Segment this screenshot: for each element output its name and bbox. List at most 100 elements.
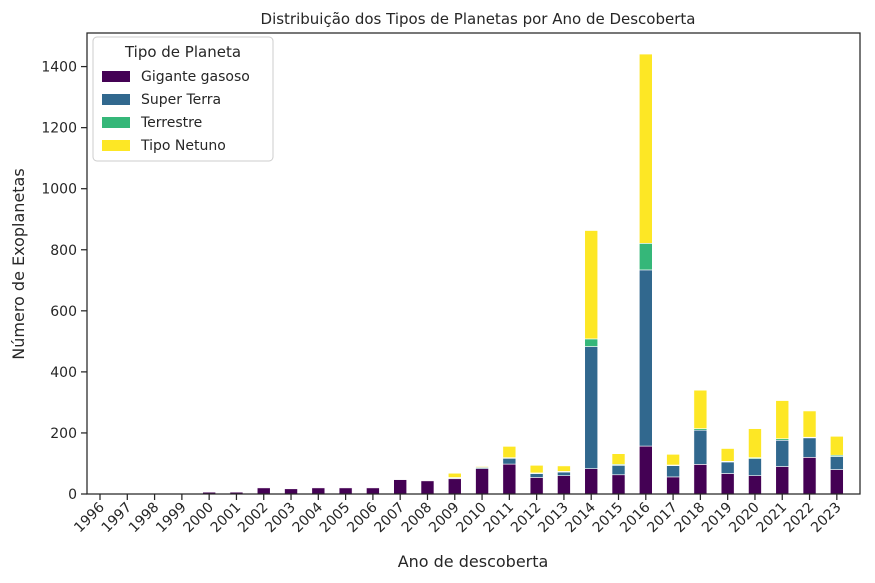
bar-super-terra-2021 <box>775 439 790 467</box>
bar-tipo-netuno-2014 <box>584 230 599 340</box>
x-tick-label-1999: 1999 <box>153 500 190 537</box>
bar-tipo-netuno-2021 <box>775 400 790 440</box>
bar-super-terra-2014 <box>584 346 599 469</box>
x-tick-label-2015: 2015 <box>590 500 627 537</box>
bar-gigante-gasoso-2016 <box>638 445 653 495</box>
x-tick-label-2018: 2018 <box>672 500 709 537</box>
bar-super-terra-2022 <box>802 437 817 458</box>
bar-gigante-gasoso-2015 <box>611 474 626 495</box>
bar-super-terra-2011 <box>502 457 517 465</box>
x-tick-label-2012: 2012 <box>508 500 545 537</box>
chart-title: Distribuição dos Tipos de Planetas por A… <box>261 10 696 28</box>
x-tick-label-2017: 2017 <box>644 500 681 537</box>
x-axis-label: Ano de descoberta <box>398 552 549 571</box>
y-axis-label: Número de Exoplanetas <box>9 168 28 359</box>
bar-super-terra-2015 <box>611 464 626 476</box>
x-tick-label-2002: 2002 <box>235 500 272 537</box>
x-tick-label-2007: 2007 <box>372 500 409 537</box>
bar-gigante-gasoso-2005 <box>338 487 353 495</box>
legend-swatch-super-terra <box>102 94 130 105</box>
bar-gigante-gasoso-2008 <box>420 480 435 495</box>
legend-label-terrestre: Terrestre <box>140 115 202 131</box>
legend-box <box>92 36 274 162</box>
x-tick-label-2023: 2023 <box>808 500 845 537</box>
bar-gigante-gasoso-2022 <box>802 457 817 495</box>
y-tick-label-400: 400 <box>50 365 77 381</box>
x-tick-label-2021: 2021 <box>754 500 791 537</box>
legend: Tipo de Planeta Gigante gasoso Super Terra… <box>92 36 274 162</box>
x-tick-label-1996: 1996 <box>71 499 108 536</box>
bar-tipo-netuno-2012 <box>529 464 544 474</box>
y-tick-label-800: 800 <box>50 243 77 259</box>
bar-gigante-gasoso-2003 <box>284 488 298 495</box>
x-tick-label-2020: 2020 <box>726 500 763 537</box>
bar-gigante-gasoso-2002 <box>256 487 271 495</box>
bar-gigante-gasoso-2007 <box>393 479 407 495</box>
legend-label-gigante-gasoso: Gigante gasoso <box>141 69 250 85</box>
bar-super-terra-2012 <box>529 473 544 478</box>
bar-super-terra-2016 <box>638 269 653 447</box>
x-tick-label-2010: 2010 <box>453 500 490 537</box>
bar-super-terra-2018 <box>693 429 708 465</box>
x-tick-label-2006: 2006 <box>344 499 381 536</box>
bar-gigante-gasoso-2013 <box>557 475 571 495</box>
bar-tipo-netuno-2015 <box>611 453 626 465</box>
bar-gigante-gasoso-2009 <box>447 478 462 495</box>
legend-swatch-gigante-gasoso <box>102 71 130 82</box>
y-tick-label-1000: 1000 <box>41 182 77 198</box>
bar-gigante-gasoso-2020 <box>748 475 762 495</box>
bar-tipo-netuno-2020 <box>748 428 762 458</box>
bar-terrestre-2014 <box>584 338 599 347</box>
x-tick-label-2011: 2011 <box>481 500 518 537</box>
x-tick-label-1997: 1997 <box>99 500 136 537</box>
bar-super-terra-2020 <box>748 458 762 476</box>
bar-gigante-gasoso-2004 <box>311 487 326 495</box>
bar-tipo-netuno-2011 <box>502 446 517 458</box>
bar-tipo-netuno-2013 <box>557 465 571 472</box>
legend-label-tipo-netuno: Tipo Netuno <box>140 138 226 154</box>
bar-super-terra-2013 <box>557 471 571 476</box>
y-tick-label-1200: 1200 <box>41 121 77 137</box>
bar-tipo-netuno-2019 <box>720 448 735 462</box>
bar-tipo-netuno-2022 <box>802 410 817 438</box>
bar-gigante-gasoso-2012 <box>529 477 544 495</box>
x-tick-label-2008: 2008 <box>399 500 436 537</box>
bar-terrestre-2016 <box>638 243 653 271</box>
bar-gigante-gasoso-2010 <box>475 468 489 495</box>
bar-gigante-gasoso-2019 <box>720 473 735 495</box>
legend-label-super-terra: Super Terra <box>141 92 221 108</box>
bar-gigante-gasoso-2018 <box>693 464 708 495</box>
x-tick-label-1998: 1998 <box>126 500 163 537</box>
y-tick-label-200: 200 <box>50 426 77 442</box>
bar-super-terra-2023 <box>830 456 844 470</box>
bar-tipo-netuno-2023 <box>830 435 844 456</box>
bar-gigante-gasoso-2011 <box>502 463 517 495</box>
bar-tipo-netuno-2009 <box>447 472 462 478</box>
x-tick-label-2004: 2004 <box>290 499 327 536</box>
x-tick-label-2003: 2003 <box>262 500 299 537</box>
legend-swatch-tipo-netuno <box>102 140 130 151</box>
x-tick-label-2019: 2019 <box>699 500 736 537</box>
bar-super-terra-2017 <box>666 465 680 478</box>
x-tick-label-2005: 2005 <box>317 500 354 537</box>
x-tick-label-2016: 2016 <box>617 499 654 536</box>
x-tick-label-2001: 2001 <box>208 500 245 537</box>
bar-tipo-netuno-2010 <box>475 466 489 468</box>
bar-tipo-netuno-2016 <box>638 53 653 244</box>
bar-tipo-netuno-2018 <box>693 389 708 429</box>
plot-frame <box>86 32 861 495</box>
x-tick-label-2022: 2022 <box>781 500 818 537</box>
bar-gigante-gasoso-2023 <box>830 469 844 495</box>
bar-super-terra-2019 <box>720 461 735 474</box>
y-tick-label-1400: 1400 <box>41 60 77 76</box>
x-tick-label-2009: 2009 <box>426 500 463 537</box>
bar-gigante-gasoso-2017 <box>666 476 680 495</box>
legend-title: Tipo de Planeta <box>124 43 241 61</box>
legend-swatch-terrestre <box>102 117 130 128</box>
bar-gigante-gasoso-2021 <box>775 466 790 495</box>
bars-layer <box>93 53 844 495</box>
x-tick-label-2000: 2000 <box>180 500 217 537</box>
bar-tipo-netuno-2017 <box>666 454 680 466</box>
